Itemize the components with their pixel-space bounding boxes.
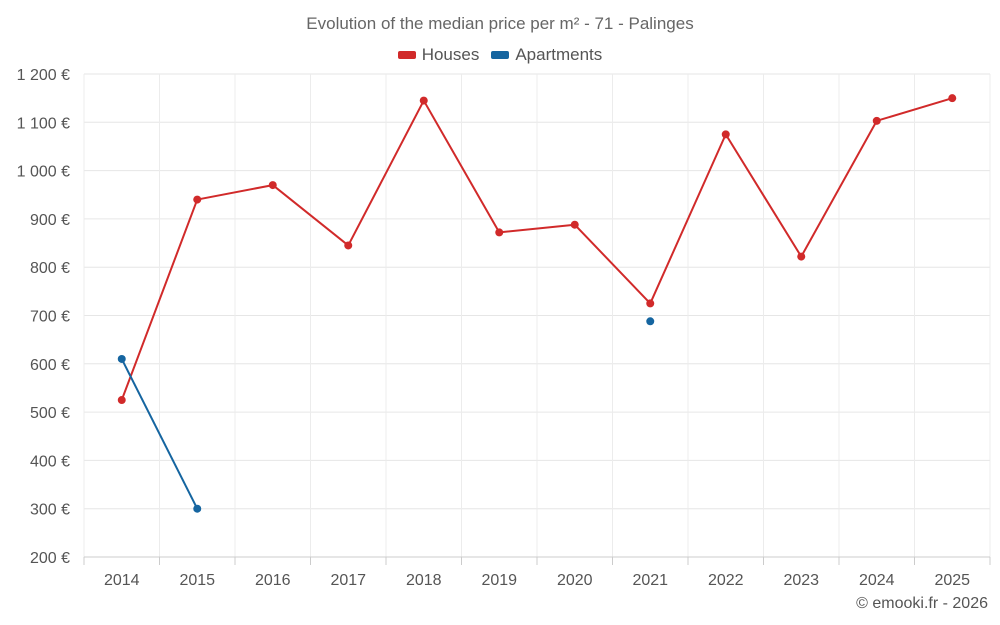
x-tick-label: 2023 <box>783 572 819 589</box>
series-line-apartments <box>120 358 199 510</box>
data-point-houses[interactable] <box>495 228 504 237</box>
data-point-houses[interactable] <box>419 96 428 105</box>
legend-swatch-apartments <box>491 51 510 59</box>
data-point-houses[interactable] <box>344 241 353 250</box>
data-point-houses[interactable] <box>117 396 126 405</box>
y-tick-label: 200 € <box>30 550 70 567</box>
series-line-houses <box>120 97 953 401</box>
y-tick-label: 700 € <box>30 309 70 326</box>
data-point-apartments[interactable] <box>117 354 126 363</box>
data-point-houses[interactable] <box>646 299 655 308</box>
x-tick-label: 2020 <box>557 572 593 589</box>
y-tick-label: 500 € <box>30 405 70 422</box>
legend-label-apartments: Apartments <box>515 45 603 64</box>
x-tick-label: 2024 <box>859 572 895 589</box>
data-point-houses[interactable] <box>268 181 277 190</box>
data-point-houses[interactable] <box>193 195 202 204</box>
x-tick-label: 2018 <box>406 572 442 589</box>
y-tick-label: 800 € <box>30 260 70 277</box>
legend-swatch-houses <box>397 51 416 59</box>
x-tick-label: 2022 <box>708 572 744 589</box>
x-tick-label: 2015 <box>179 572 215 589</box>
data-point-houses[interactable] <box>570 220 579 229</box>
x-tick-label: 2025 <box>934 572 970 589</box>
chart-title: Evolution of the median price per m² - 7… <box>306 14 694 33</box>
x-tick-label: 2016 <box>255 572 291 589</box>
copyright-text: © emooki.fr - 2026 <box>856 595 988 612</box>
data-point-apartments[interactable] <box>646 317 655 326</box>
y-tick-label: 600 € <box>30 357 70 374</box>
data-point-houses[interactable] <box>948 94 957 103</box>
x-tick-label: 2019 <box>481 572 517 589</box>
y-tick-label: 300 € <box>30 502 70 519</box>
data-point-houses[interactable] <box>721 130 730 139</box>
y-tick-label: 1 200 € <box>17 67 70 84</box>
x-tick-label: 2017 <box>330 572 366 589</box>
data-point-apartments[interactable] <box>193 504 202 513</box>
y-tick-label: 1 000 € <box>17 164 70 181</box>
data-point-houses[interactable] <box>872 116 881 125</box>
y-tick-label: 1 100 € <box>17 115 70 132</box>
legend-label-houses: Houses <box>421 45 480 64</box>
x-tick-label: 2014 <box>104 572 140 589</box>
legend: Houses Apartments <box>0 45 1000 65</box>
legend-item-houses[interactable]: Houses <box>397 45 480 65</box>
y-tick-label: 400 € <box>30 453 70 470</box>
data-point-houses[interactable] <box>797 252 806 261</box>
y-tick-label: 900 € <box>30 212 70 229</box>
legend-item-apartments[interactable]: Apartments <box>491 45 602 65</box>
x-tick-label: 2021 <box>632 572 668 589</box>
